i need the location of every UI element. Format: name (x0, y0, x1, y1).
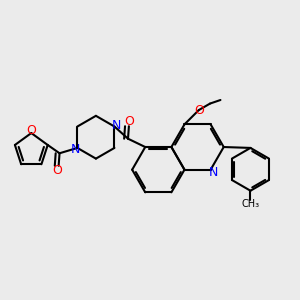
Text: N: N (70, 142, 80, 156)
Text: O: O (52, 164, 62, 177)
Text: CH₃: CH₃ (242, 199, 260, 209)
Text: N: N (208, 166, 218, 178)
Text: N: N (112, 119, 121, 132)
Text: O: O (26, 124, 36, 137)
Text: O: O (124, 115, 134, 128)
Text: O: O (194, 103, 204, 117)
